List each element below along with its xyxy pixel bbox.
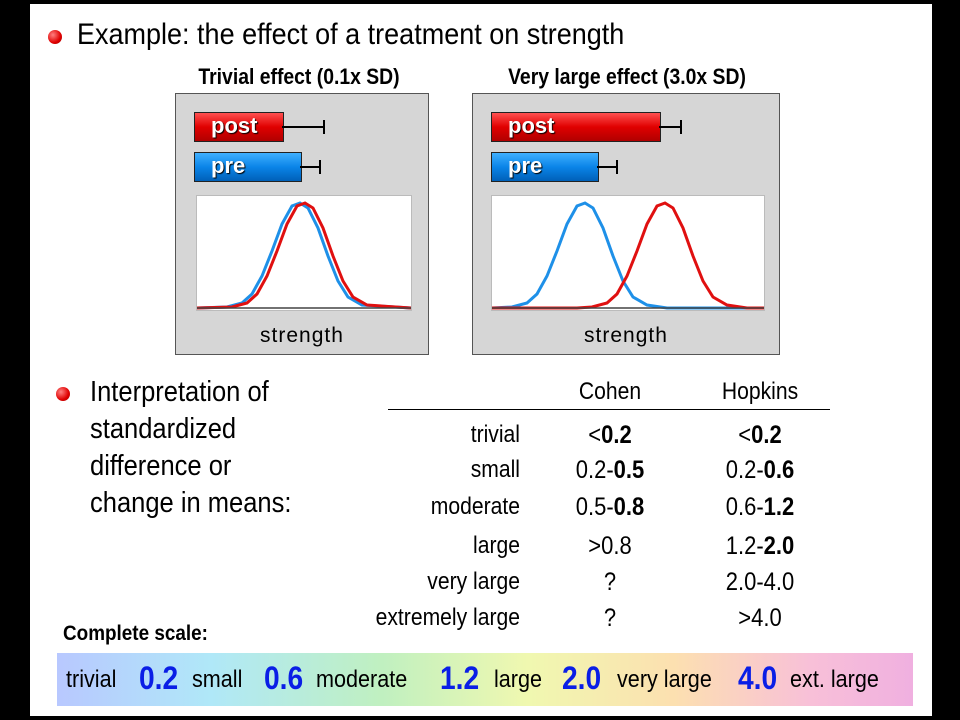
cohen-cell: 0.2-0.5	[575, 456, 645, 484]
scale-number: 4.0	[738, 660, 778, 696]
pre-bar-label: pre	[211, 153, 246, 178]
panel-2-title: Very large effect (3.0x SD)	[508, 64, 746, 89]
complete-scale-label: Complete scale:	[63, 622, 208, 645]
header-hopkins: Hopkins	[721, 378, 799, 405]
interpretation-line: standardized	[90, 413, 237, 445]
pre-error-cap	[616, 160, 618, 174]
interpretation-line: change in means:	[90, 487, 292, 519]
scale-number: 0.2	[139, 660, 179, 696]
distribution-curves	[196, 201, 412, 310]
scale-word-small: small	[192, 666, 243, 693]
interpretation-line: Interpretation of	[90, 376, 269, 408]
scale-word-large: large	[494, 666, 543, 693]
cohen-cell: >0.8	[588, 532, 632, 560]
hopkins-cell: >4.0	[738, 604, 782, 632]
row-label: large	[473, 532, 520, 559]
pre-curve	[491, 201, 764, 310]
hopkins-cell: 2.0-4.0	[725, 568, 795, 596]
row-label: small	[470, 456, 520, 483]
post-error-bar	[282, 126, 324, 128]
interpretation-line: difference or	[90, 450, 232, 482]
post-curve	[196, 201, 412, 310]
post-error-bar	[659, 126, 681, 128]
cohen-cell: ?	[603, 568, 617, 596]
scale-word-very-large: very large	[617, 666, 712, 693]
table-header-rule	[388, 409, 830, 410]
row-label: moderate	[430, 493, 520, 520]
scale-word-trivial: trivial	[66, 666, 117, 693]
panel-very-large-effect: post pre strength	[472, 93, 780, 355]
pre-bar-label: pre	[508, 153, 543, 178]
pre-curve	[196, 201, 412, 310]
pre-error-bar	[597, 166, 617, 168]
scale-number: 0.6	[264, 660, 304, 696]
distribution-plot	[196, 195, 412, 311]
pre-bar: pre	[194, 152, 302, 182]
post-error-cap	[323, 120, 325, 134]
hopkins-cell: 0.6-1.2	[725, 493, 795, 521]
post-bar-label: post	[508, 113, 555, 138]
pre-error-cap	[319, 160, 321, 174]
row-label: extremely large	[375, 604, 520, 631]
interpretation-text: Interpretation of standardized differenc…	[90, 374, 291, 522]
header-cohen: Cohen	[578, 378, 642, 405]
interpretation-bullet	[56, 387, 70, 401]
cohen-cell: <0.2	[588, 421, 632, 449]
post-bar: post	[194, 112, 284, 142]
hopkins-cell: 1.2-2.0	[725, 532, 795, 560]
post-error-cap	[680, 120, 682, 134]
title-bullet	[48, 30, 62, 44]
scale-word-moderate: moderate	[316, 666, 408, 693]
distribution-plot	[491, 195, 765, 311]
post-bar-label: post	[211, 113, 258, 138]
cohen-cell: 0.5-0.8	[575, 493, 645, 521]
panel-1-title: Trivial effect (0.1x SD)	[198, 64, 400, 89]
panel-2-xlabel: strength	[584, 324, 668, 347]
post-curve	[492, 201, 764, 310]
scale-number: 2.0	[562, 660, 602, 696]
pre-bar: pre	[491, 152, 599, 182]
scale-number: 1.2	[440, 660, 480, 696]
row-label: very large	[427, 568, 520, 595]
post-bar: post	[491, 112, 661, 142]
hopkins-cell: <0.2	[738, 421, 782, 449]
panel-trivial-effect: post pre strength	[175, 93, 429, 355]
complete-scale-bar: trivial 0.2 small 0.6 moderate 1.2 large…	[57, 653, 913, 706]
distribution-curves	[491, 201, 764, 310]
row-label: trivial	[470, 421, 520, 448]
cohen-cell: ?	[603, 604, 617, 632]
hopkins-cell: 0.2-0.6	[725, 456, 795, 484]
pre-error-bar	[300, 166, 320, 168]
panel-1-xlabel: strength	[260, 324, 344, 347]
scale-word-ext-large: ext. large	[790, 666, 879, 693]
slide-title: Example: the effect of a treatment on st…	[77, 18, 625, 51]
slide: Example: the effect of a treatment on st…	[30, 4, 932, 716]
